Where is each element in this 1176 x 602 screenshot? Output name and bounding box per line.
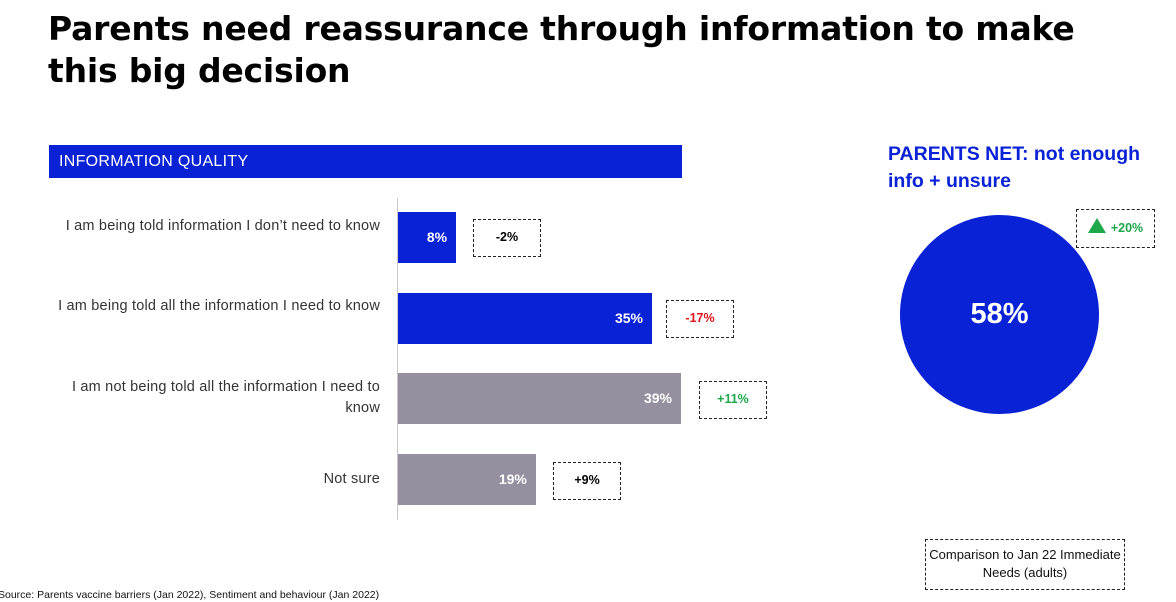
change-box: -17% [666, 300, 734, 338]
chart-axis-line [397, 198, 398, 520]
bar-value-label: 8% [426, 229, 448, 245]
bar: 19% [398, 454, 536, 505]
category-label: I am not being told all the information … [71, 379, 380, 416]
change-box: +9% [553, 462, 621, 500]
net-title: PARENTS NET: not enough info + unsure [888, 143, 1141, 192]
bar: 35% [398, 293, 652, 344]
change-box: -2% [473, 219, 541, 257]
change-box: +11% [699, 381, 767, 419]
page-title: Parents need reassurance through informa… [48, 9, 1075, 90]
net-value: 58% [970, 298, 1029, 330]
bar-value-label: 39% [643, 390, 672, 406]
bar-value-label: 19% [498, 471, 527, 487]
source-note: Source: Parents vaccine barriers (Jan 20… [0, 589, 380, 601]
bar: 39% [398, 373, 681, 424]
bar-value-label: 35% [614, 310, 643, 326]
section-header: INFORMATION QUALITY [49, 145, 682, 178]
comparison-note: Comparison to Jan 22 Immediate Needs (ad… [925, 539, 1125, 590]
net-change-box: +20% [1076, 209, 1155, 248]
net-change-value: +20% [1110, 221, 1144, 235]
up-triangle-icon [1087, 218, 1106, 233]
bar: 8% [398, 212, 457, 263]
category-label: I am being told all the information I ne… [58, 298, 380, 314]
net-circle: 58% [900, 215, 1099, 414]
category-label: I am being told information I don’t need… [65, 218, 380, 234]
category-label: Not sure [323, 471, 380, 487]
